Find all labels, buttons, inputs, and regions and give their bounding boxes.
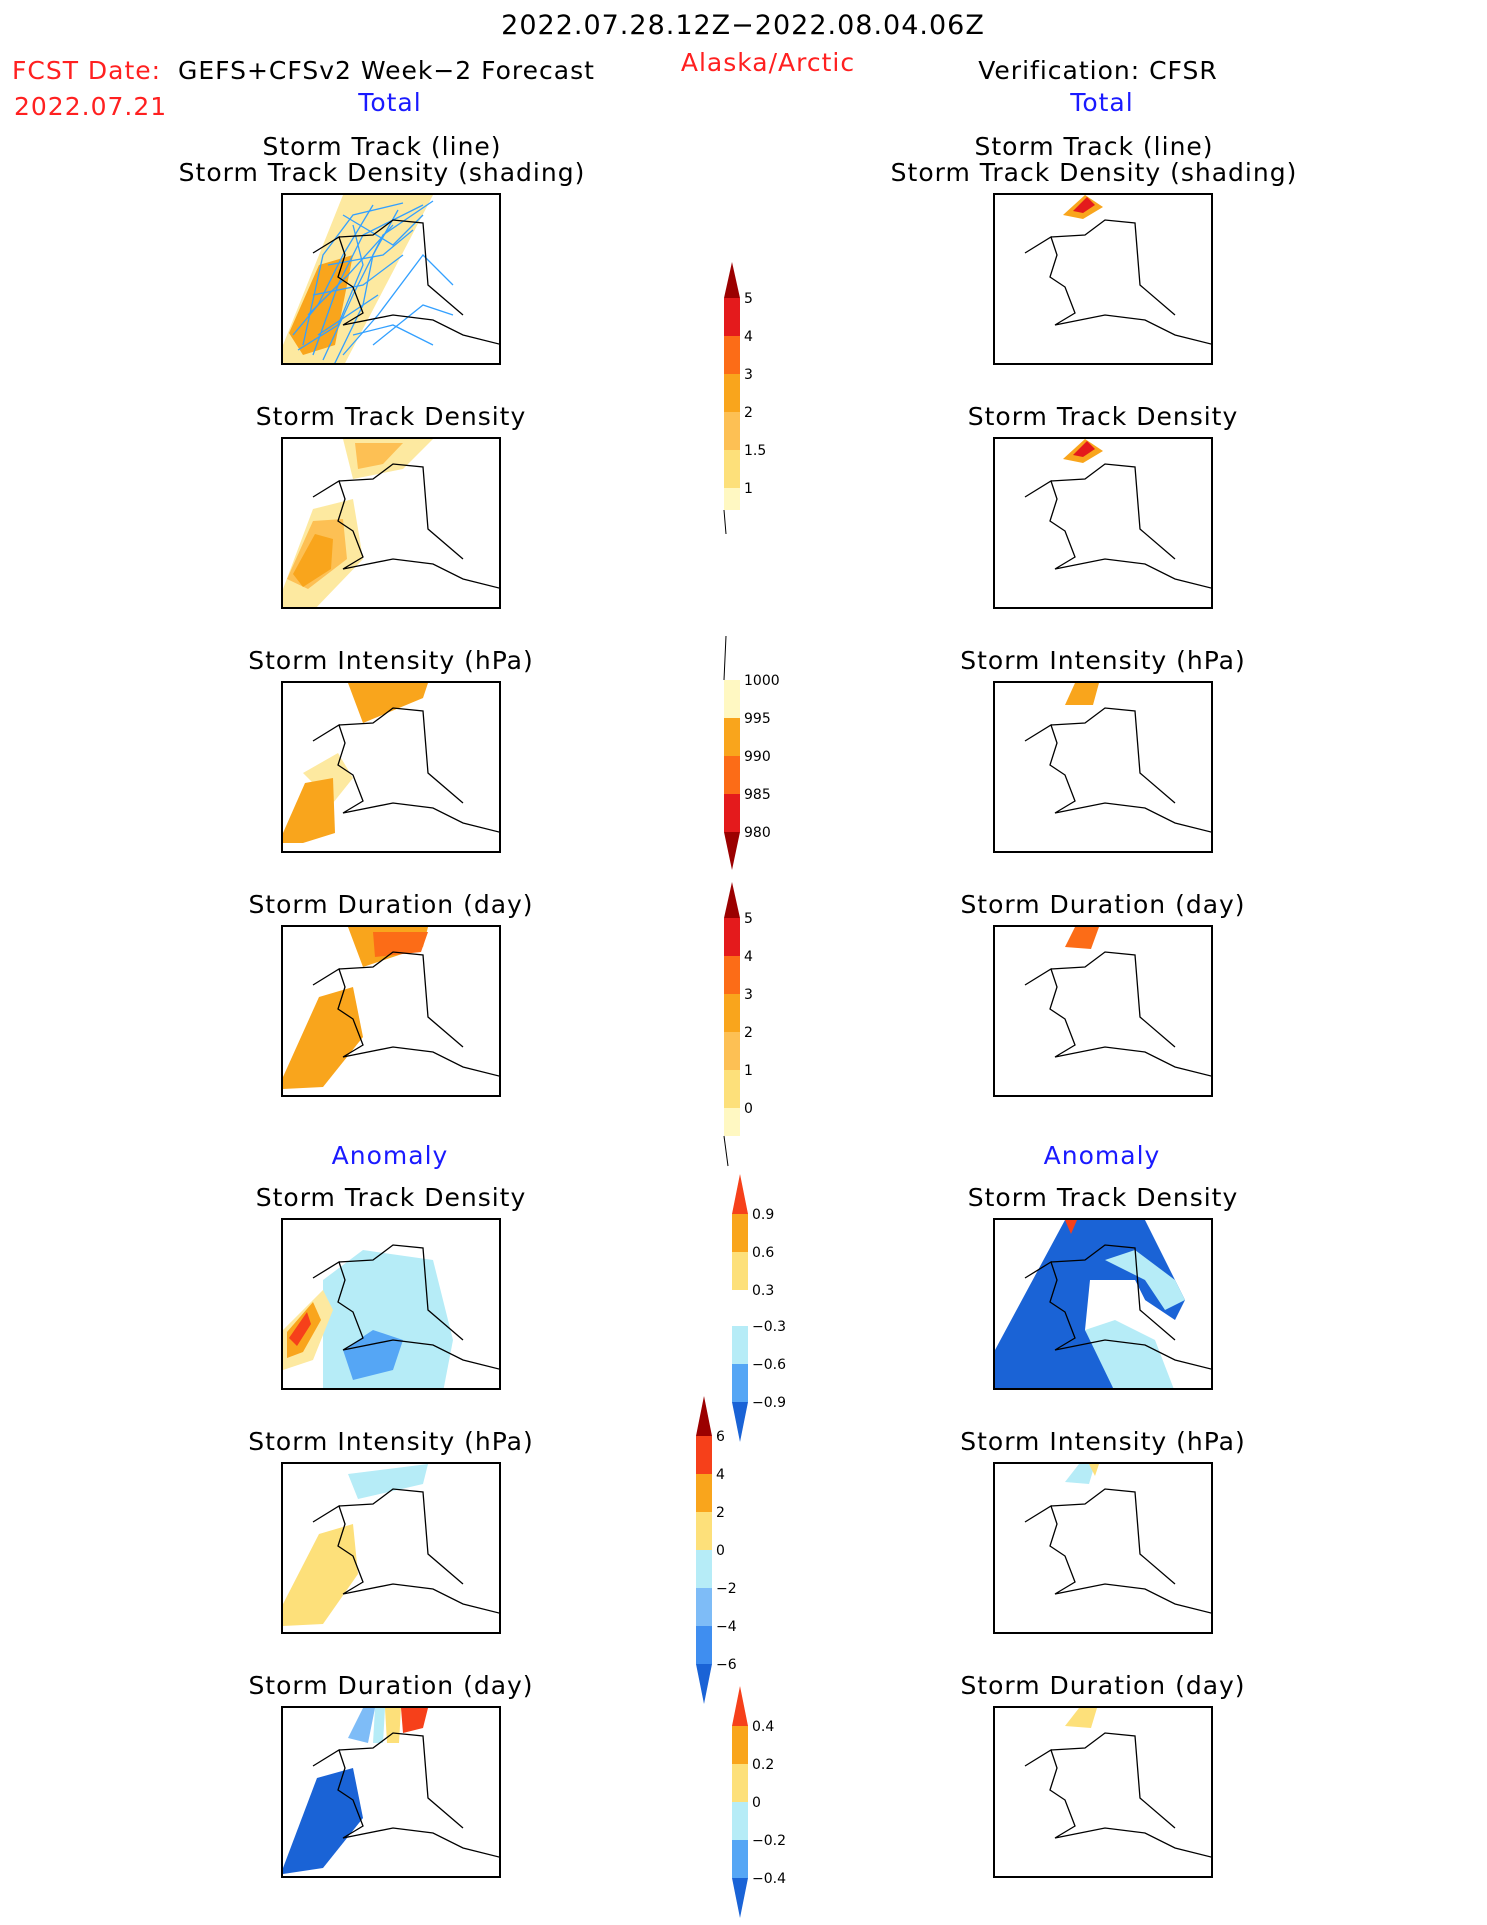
colorbar-density-anomaly: 0.9 0.6 0.3 −0.3 −0.6 −0.9 <box>732 1174 786 1442</box>
cb-density-anom-tick-1: 0.9 <box>752 1207 774 1223</box>
cb-density-total-tick-3: 3 <box>744 367 753 383</box>
map-duration-total-verification <box>993 925 1213 1097</box>
colorbar-intensity-total: 1000 995 990 985 980 <box>723 636 780 870</box>
cb-intensity-anom-tick-2: 4 <box>716 1467 725 1483</box>
cb-intensity-anom-tick-6: −4 <box>716 1619 737 1635</box>
cb-duration-total-tick-1: 5 <box>744 911 753 927</box>
title-track-shading-right: Storm Track Density (shading) <box>890 158 1298 187</box>
cb-duration-anom-tick-1: 0.4 <box>752 1719 774 1735</box>
section-anomaly-left: Anomaly <box>331 1141 449 1170</box>
cb-duration-anom-tick-4: −0.2 <box>752 1833 786 1849</box>
section-total-left: Total <box>358 88 422 117</box>
cb-intensity-anom-tick-3: 2 <box>716 1505 725 1521</box>
region-label: Alaska/Arctic <box>680 48 856 77</box>
cb-density-anom-tick-6: −0.9 <box>752 1395 786 1411</box>
map-duration-anomaly-verification <box>993 1706 1213 1878</box>
cb-intensity-total-tick-4: 985 <box>744 787 771 803</box>
cb-duration-total-tick-3: 3 <box>744 987 753 1003</box>
cb-intensity-total-tick-2: 995 <box>744 711 771 727</box>
cb-intensity-anom-tick-4: 0 <box>716 1543 725 1559</box>
title-intensity-anom-right: Storm Intensity (hPa) <box>960 1427 1246 1456</box>
title-intensity-right: Storm Intensity (hPa) <box>960 646 1246 675</box>
map-intensity-anomaly-forecast <box>281 1462 501 1634</box>
cb-density-total-tick-1: 5 <box>744 291 753 307</box>
cb-density-anom-tick-2: 0.6 <box>752 1245 774 1261</box>
title-density-left: Storm Track Density <box>255 402 527 431</box>
cb-intensity-anom-tick-5: −2 <box>716 1581 737 1597</box>
section-total-right: Total <box>1070 88 1134 117</box>
section-anomaly-right: Anomaly <box>1043 1141 1161 1170</box>
map-density-anomaly-verification <box>993 1218 1213 1390</box>
map-density-anomaly-forecast <box>281 1218 501 1390</box>
cb-density-anom-tick-4: −0.3 <box>752 1319 786 1335</box>
title-intensity-left: Storm Intensity (hPa) <box>248 646 534 675</box>
title-track-line-left: Storm Track (line) <box>262 132 502 161</box>
cb-duration-anom-tick-3: 0 <box>752 1795 761 1811</box>
map-density-total-forecast <box>281 437 501 609</box>
title-duration-left: Storm Duration (day) <box>248 890 534 919</box>
cb-duration-total-tick-6: 0 <box>744 1101 753 1117</box>
cb-intensity-total-tick-5: 980 <box>744 825 771 841</box>
map-duration-total-forecast <box>281 925 501 1097</box>
cb-duration-anom-tick-5: −0.4 <box>752 1871 786 1887</box>
colorbar-duration-total: 5 4 3 2 1 0 <box>723 882 753 1167</box>
map-track-total-verification <box>993 193 1213 365</box>
title-intensity-anom-left: Storm Intensity (hPa) <box>248 1427 534 1456</box>
map-intensity-anomaly-verification <box>993 1462 1213 1634</box>
title-duration-right: Storm Duration (day) <box>960 890 1246 919</box>
colorbar-duration-anomaly: 0.4 0.2 0 −0.2 −0.4 <box>732 1686 786 1918</box>
map-intensity-total-forecast <box>281 681 501 853</box>
title-duration-anom-right: Storm Duration (day) <box>960 1671 1246 1700</box>
map-intensity-total-verification <box>993 681 1213 853</box>
title-track-shading-left: Storm Track Density (shading) <box>178 158 586 187</box>
map-density-total-verification <box>993 437 1213 609</box>
title-track-line-right: Storm Track (line) <box>974 132 1214 161</box>
cb-intensity-anom-tick-1: 6 <box>716 1429 725 1445</box>
title-density-anom-right: Storm Track Density <box>967 1183 1239 1212</box>
cb-intensity-anom-tick-7: −6 <box>716 1657 737 1673</box>
cb-duration-total-tick-5: 1 <box>744 1063 753 1079</box>
colorbar-density-total: 5 4 3 2 1.5 1 <box>723 262 766 535</box>
cb-duration-anom-tick-2: 0.2 <box>752 1757 774 1773</box>
cb-duration-total-tick-2: 4 <box>744 949 753 965</box>
cb-intensity-total-tick-1: 1000 <box>744 673 780 689</box>
colorbar-intensity-anomaly: 6 4 2 0 −2 −4 −6 <box>696 1396 737 1704</box>
fcst-date-label: FCST Date: <box>12 56 162 85</box>
cb-density-anom-tick-5: −0.6 <box>752 1357 786 1373</box>
title-duration-anom-left: Storm Duration (day) <box>248 1671 534 1700</box>
cb-density-total-tick-2: 4 <box>744 329 753 345</box>
title-density-right: Storm Track Density <box>967 402 1239 431</box>
fcst-date-value: 2022.07.21 <box>14 92 168 121</box>
map-duration-anomaly-forecast <box>281 1706 501 1878</box>
verification-label: Verification: CFSR <box>978 56 1218 85</box>
cb-density-total-tick-6: 1 <box>744 481 753 497</box>
cb-density-total-tick-4: 2 <box>744 405 753 421</box>
title-density-anom-left: Storm Track Density <box>255 1183 527 1212</box>
cb-duration-total-tick-4: 2 <box>744 1025 753 1041</box>
cb-intensity-total-tick-3: 990 <box>744 749 771 765</box>
period-title: 2022.07.28.12Z−2022.08.04.06Z <box>501 10 985 41</box>
cb-density-anom-tick-3: 0.3 <box>752 1283 774 1299</box>
model-name: GEFS+CFSv2 Week−2 Forecast <box>178 56 595 85</box>
map-track-total-forecast <box>281 193 501 365</box>
cb-density-total-tick-5: 1.5 <box>744 443 766 459</box>
